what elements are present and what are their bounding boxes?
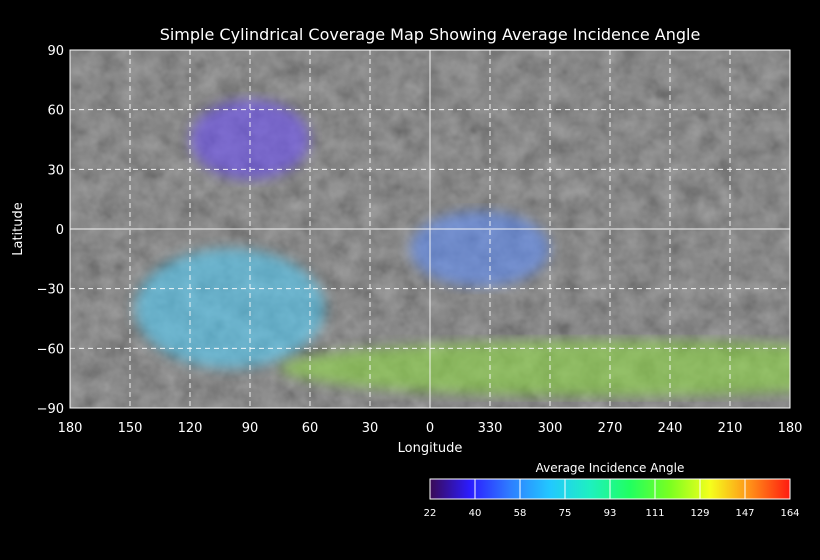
map-plot-area xyxy=(70,50,790,408)
latitude-tick-label: 30 xyxy=(47,163,64,178)
longitude-tick-label: 90 xyxy=(242,421,259,436)
longitude-tick-label: 30 xyxy=(362,421,379,436)
colorbar-tick-label: 40 xyxy=(469,508,482,519)
latitude-ticks: 90 60 30 0 −30 −60 −90 xyxy=(37,44,64,417)
southwest-swath xyxy=(135,248,325,369)
longitude-tick-label: 270 xyxy=(598,421,623,436)
longitude-tick-label: 240 xyxy=(658,421,683,436)
colorbar-tick-label: 58 xyxy=(514,508,527,519)
latitude-tick-label: 60 xyxy=(47,104,64,119)
longitude-tick-label: 0 xyxy=(426,421,434,436)
colorbar-tick-label: 129 xyxy=(690,508,709,519)
latitude-tick-label: −60 xyxy=(37,342,64,357)
colorbar-tick-label: 22 xyxy=(424,508,437,519)
colorbar-dividers xyxy=(474,479,746,499)
colorbar-tick-label: 93 xyxy=(604,508,617,519)
map-grid xyxy=(70,50,790,408)
latitude-tick-label: −90 xyxy=(37,402,64,417)
coverage-overlays xyxy=(135,99,790,397)
longitude-tick-label: 180 xyxy=(58,421,83,436)
y-axis-label: Latitude xyxy=(11,202,26,256)
map-title: Simple Cylindrical Coverage Map Showing … xyxy=(160,25,701,44)
longitude-tick-label: 210 xyxy=(718,421,743,436)
north-polar-patch xyxy=(190,99,310,180)
longitude-tick-label: 300 xyxy=(538,421,563,436)
colorbar-frame xyxy=(429,478,791,500)
longitude-tick-label: 180 xyxy=(778,421,803,436)
longitude-tick-label: 120 xyxy=(178,421,203,436)
colorbar-tick-label: 147 xyxy=(735,508,754,519)
southern-band xyxy=(280,340,790,397)
longitude-tick-label: 330 xyxy=(478,421,503,436)
latitude-tick-label: −30 xyxy=(37,283,64,298)
latitude-tick-label: 0 xyxy=(56,223,64,238)
colorbar-tick-label: 75 xyxy=(559,508,572,519)
x-axis-label: Longitude xyxy=(398,441,463,456)
longitude-tick-label: 150 xyxy=(118,421,143,436)
colorbar: Average Incidence Angle 22 40 58 75 93 111 129… xyxy=(424,461,800,519)
map-frame xyxy=(69,49,791,409)
colorbar-tick-label: 111 xyxy=(645,508,664,519)
central-swath xyxy=(410,210,550,287)
colorbar-title: Average Incidence Angle xyxy=(536,461,685,475)
colorbar-tick-label: 164 xyxy=(780,508,799,519)
longitude-ticks: 180 150 120 90 60 30 0 330 300 270 240 210 180 xyxy=(58,421,803,436)
colorbar-ticks: 22 40 58 75 93 111 129 147 164 xyxy=(424,508,800,519)
latitude-tick-label: 90 xyxy=(47,44,64,59)
longitude-tick-label: 60 xyxy=(302,421,319,436)
